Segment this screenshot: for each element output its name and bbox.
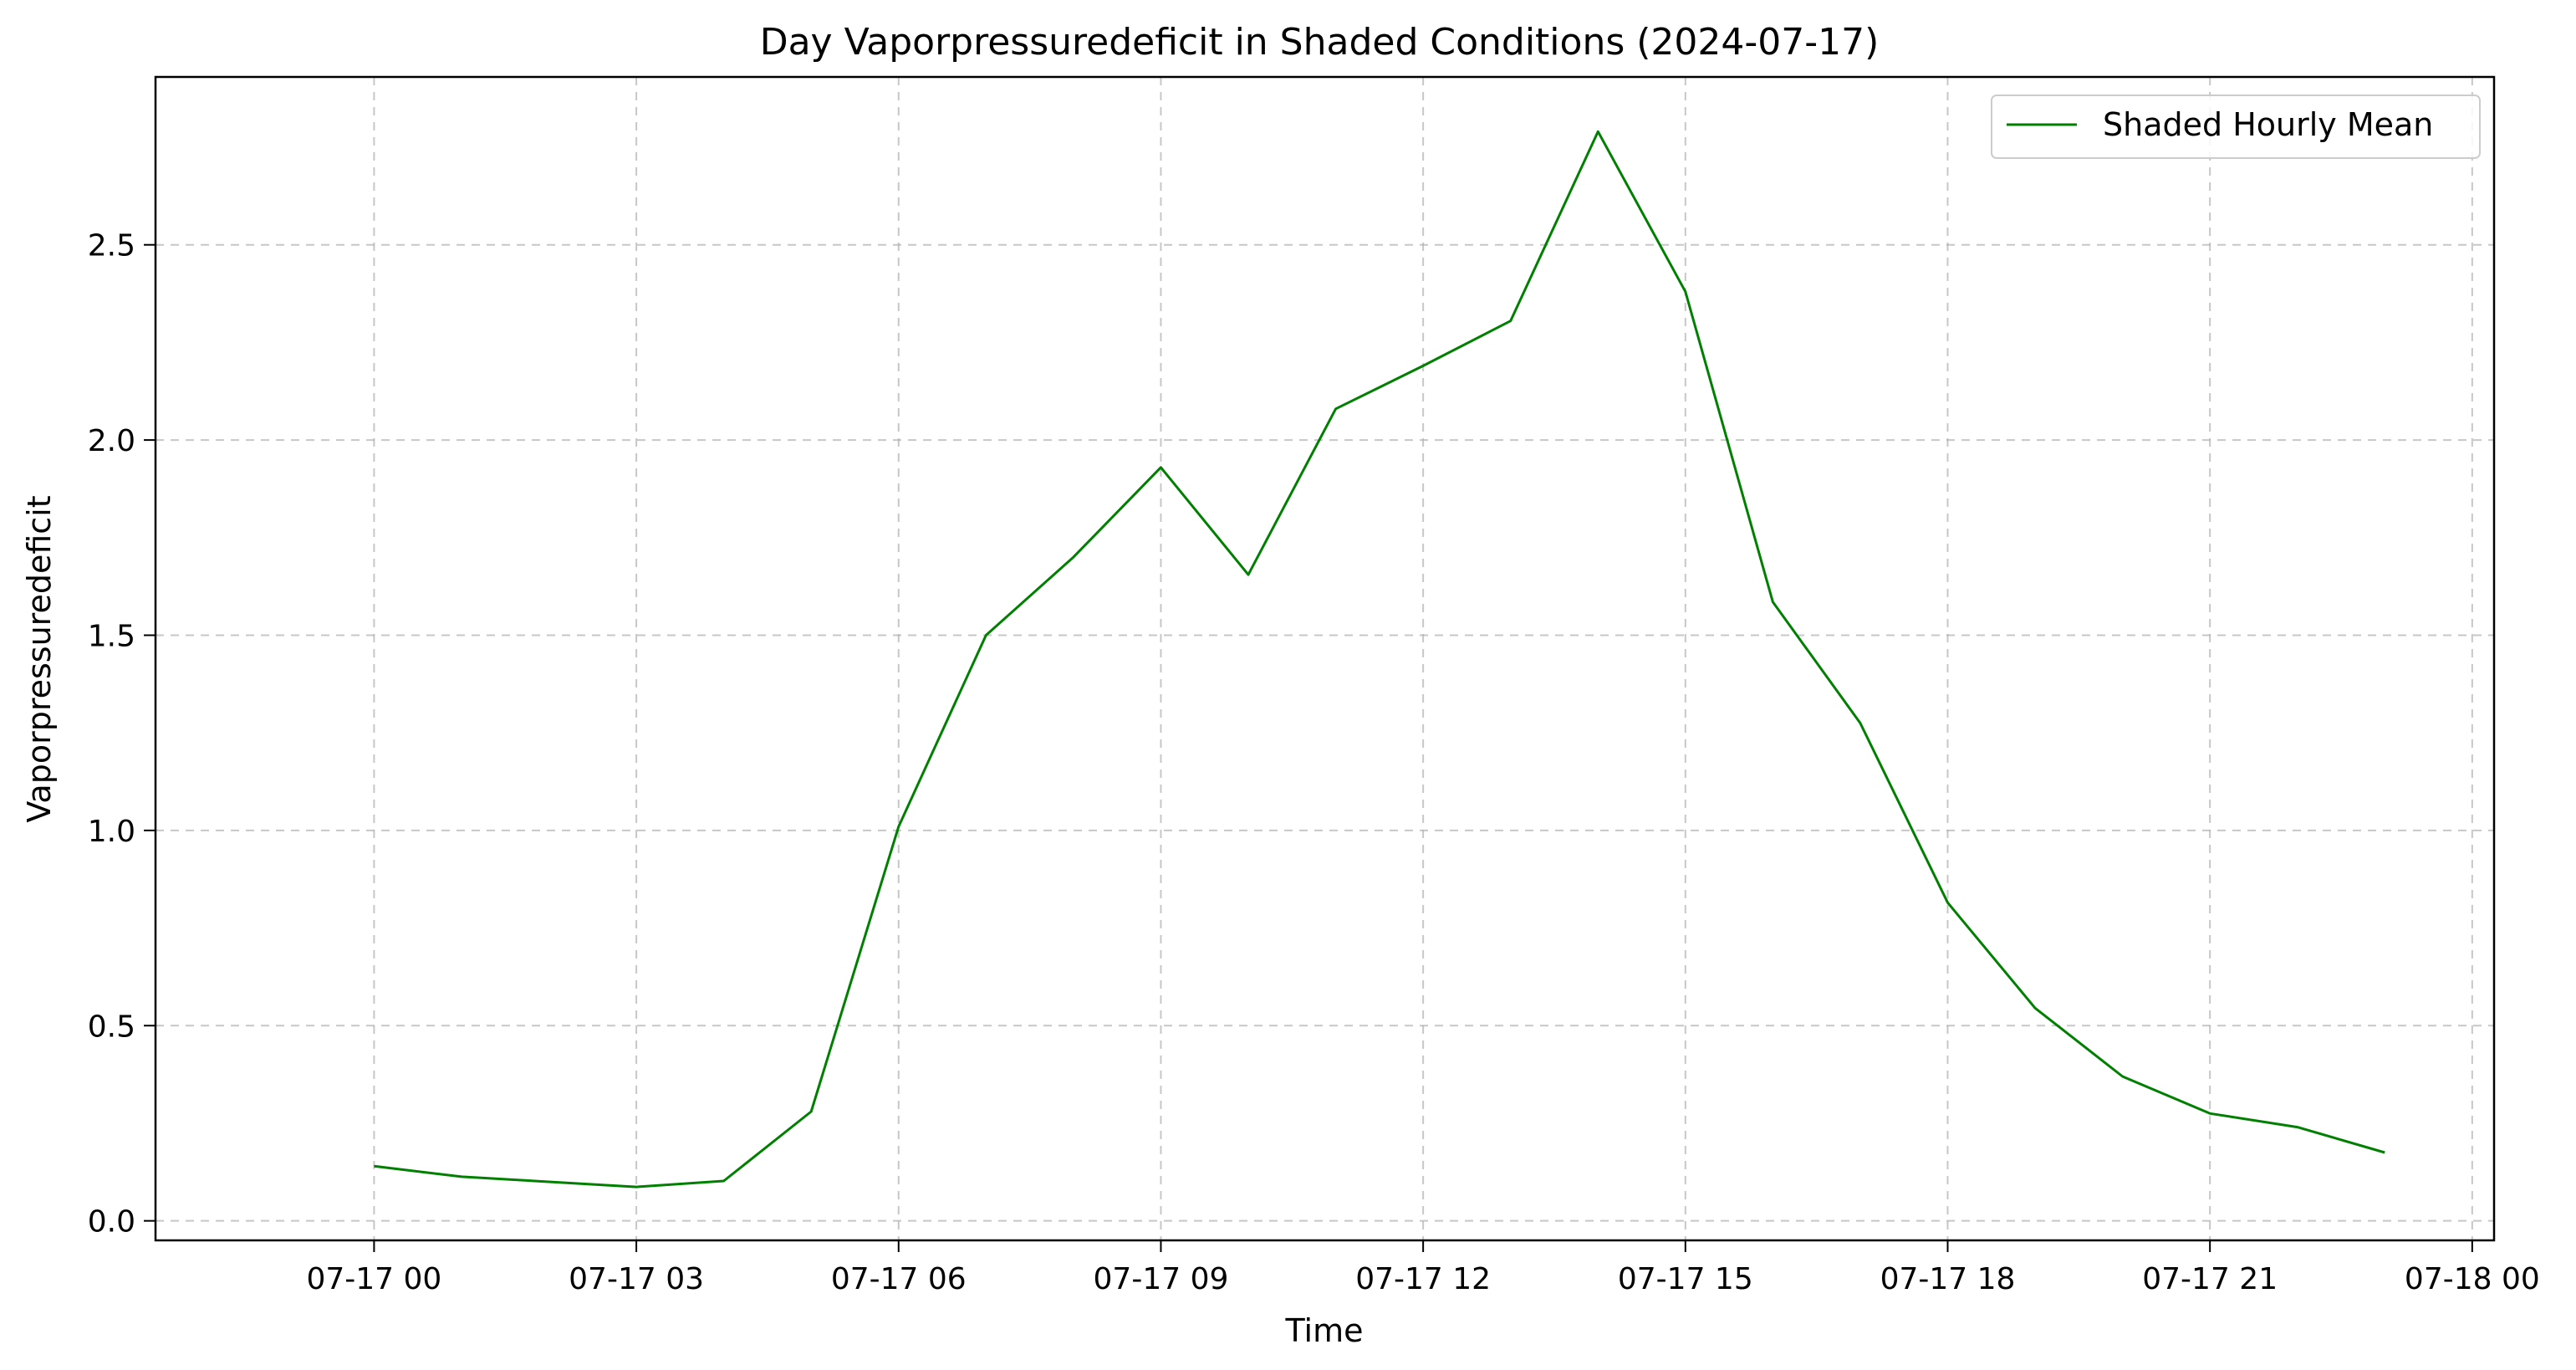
x-tick-label: 07-17 00	[306, 1262, 441, 1296]
ticks-layer: 07-17 00 07-17 03 07-17 06 07-17 09 07-17 12…	[88, 229, 2540, 1296]
x-tick-label: 07-17 03	[569, 1262, 704, 1296]
x-tick-label: 07-18 00	[2405, 1262, 2540, 1296]
x-tick-label: 07-17 06	[831, 1262, 967, 1296]
x-tick-label: 07-17 18	[1880, 1262, 2016, 1296]
plot-frame	[154, 75, 2496, 1242]
y-tick-label: 1.5	[88, 619, 135, 653]
series-line	[374, 130, 2385, 1189]
x-tick-label: 07-17 21	[2142, 1262, 2278, 1296]
grid-layer	[156, 77, 2494, 1240]
y-tick-label: 2.5	[88, 229, 135, 263]
y-tick-label: 2.0	[88, 424, 135, 458]
x-axis-label: Time	[1285, 1312, 1364, 1349]
y-tick-label: 0.0	[88, 1205, 135, 1240]
x-tick-label: 07-17 09	[1094, 1262, 1229, 1296]
legend-box	[1991, 95, 2481, 159]
y-tick-label: 1.0	[88, 815, 135, 849]
y-axis-label: Vaporpressuredeficit	[21, 495, 58, 822]
legend-label: Shaded Hourly Mean	[2103, 106, 2433, 143]
chart-title: Day Vaporpressuredeficit in Shaded Condi…	[760, 21, 1880, 64]
series-layer	[374, 130, 2385, 1189]
x-tick-label: 07-17 12	[1355, 1262, 1491, 1296]
x-tick-label: 07-17 15	[1618, 1262, 1753, 1296]
y-tick-label: 0.5	[88, 1010, 135, 1044]
legend: Shaded Hourly Mean	[1991, 95, 2481, 159]
